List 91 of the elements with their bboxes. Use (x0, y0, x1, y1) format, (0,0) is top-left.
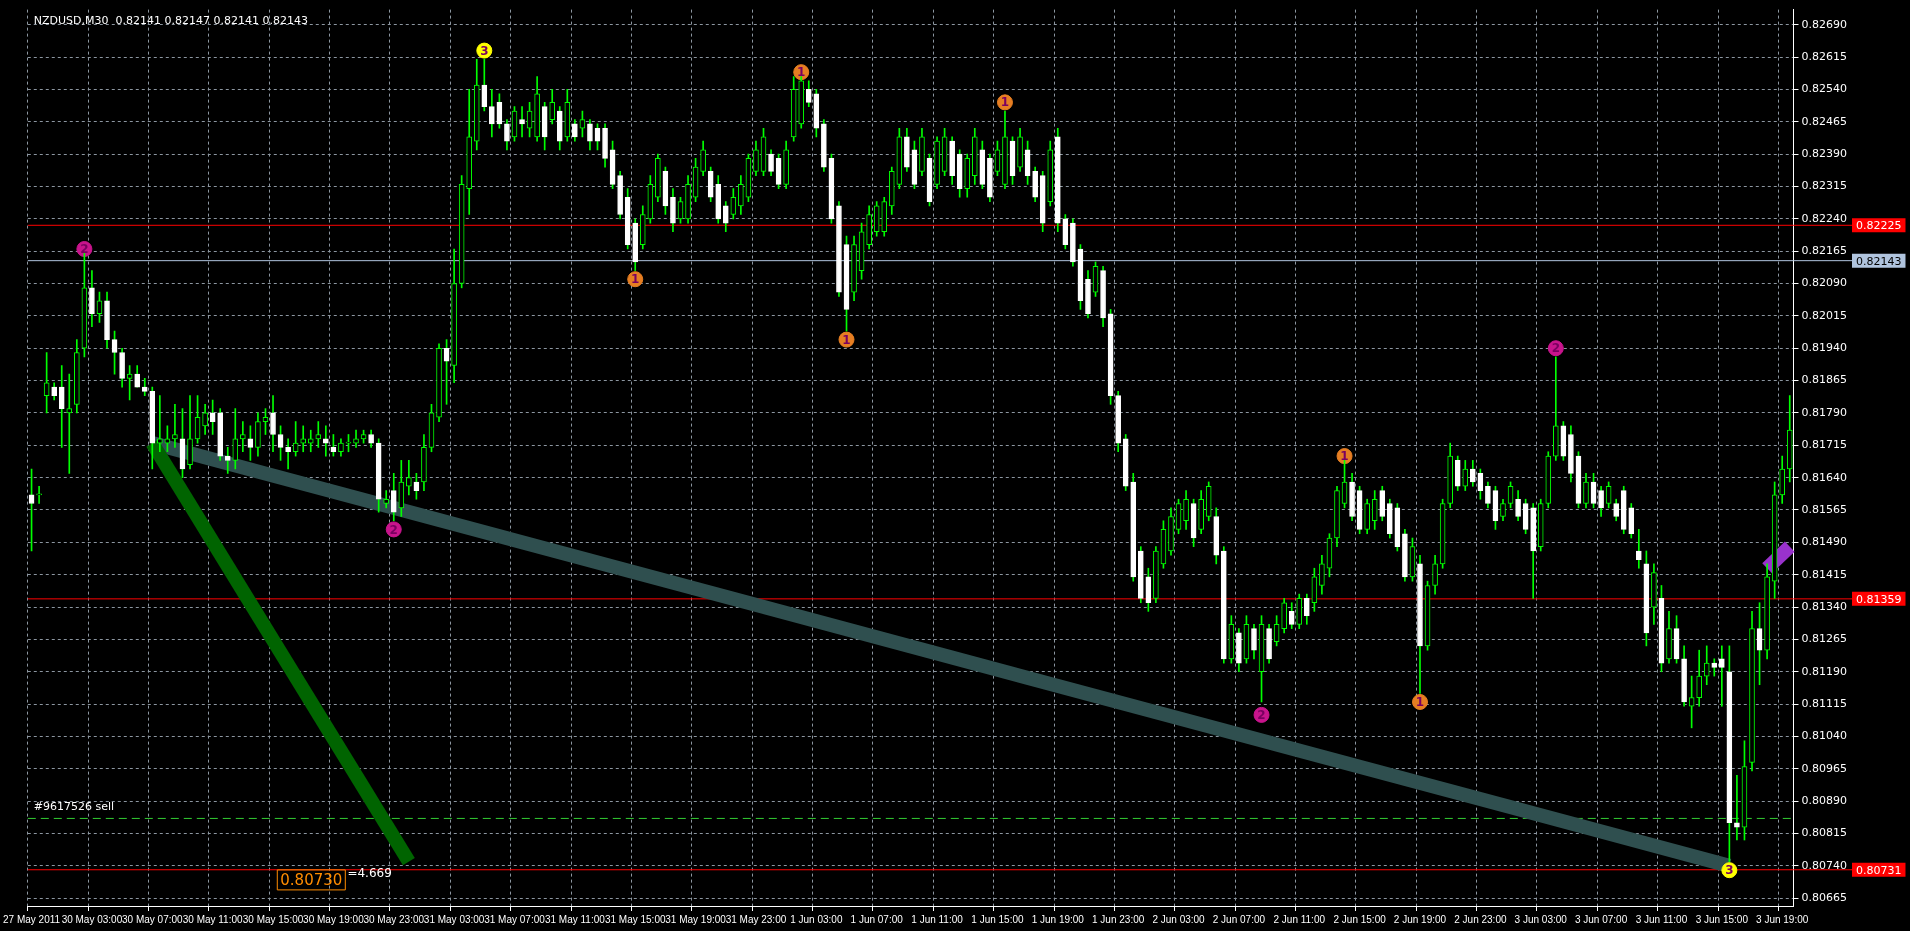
y-tick-label: 0.82690 (1801, 17, 1848, 31)
y-tick-label: 0.81340 (1801, 599, 1848, 613)
x-tick-label: 30 May 11:00 (182, 913, 244, 925)
candlestick (1734, 774, 1740, 841)
x-tick-label: 31 May 15:00 (604, 913, 666, 925)
series-label: 3 (480, 43, 489, 58)
y-tick-label: 0.81115 (1801, 696, 1848, 710)
y-tick-label: 0.80740 (1801, 858, 1848, 872)
y-tick-label: 0.81565 (1801, 502, 1848, 516)
text: 2 (1551, 341, 1560, 356)
x-tick-label: 30 May 15:00 (242, 913, 304, 925)
candlestick (224, 447, 231, 474)
text: 1 (797, 65, 806, 80)
y-tick-label: 0.81790 (1801, 405, 1848, 419)
text: 2 (1257, 708, 1266, 723)
candlestick (66, 373, 73, 474)
y-tick-label: 0.81040 (1801, 729, 1848, 743)
candlestick (240, 421, 246, 453)
annotation: =4.669 (347, 865, 392, 880)
y-tick-label: 0.80815 (1801, 826, 1848, 840)
candlestick (315, 421, 322, 448)
y-tick-label: 0.81190 (1801, 664, 1848, 678)
x-tick-label: 31 May 07:00 (484, 913, 546, 925)
x-tick-label: 3 Jun 15:00 (1695, 913, 1749, 925)
x-tick-label: 2 Jun 11:00 (1273, 913, 1326, 925)
candlestick (36, 485, 42, 504)
chart-title: NZDUSD,M30 0.82141 0.82147 0.82141 0.82143 (33, 13, 308, 27)
y-tick-label: 0.82165 (1801, 244, 1848, 258)
x-tick-label: 30 May 07:00 (121, 913, 184, 925)
candlestick (519, 106, 525, 138)
x-tick-label: 31 May 03:00 (423, 913, 485, 925)
x-tick-label: 1 Jun 19:00 (1031, 913, 1085, 925)
text: 2 (389, 522, 398, 537)
x-tick-label: 3 Jun 07:00 (1574, 913, 1628, 925)
text: 1 (1000, 95, 1010, 110)
candlestick (323, 425, 329, 457)
x-tick-label: 1 Jun 07:00 (850, 913, 904, 925)
y-tick-label: 0.81940 (1801, 341, 1848, 355)
x-tick-label: 3 Jun 19:00 (1756, 913, 1809, 925)
candlestick (307, 429, 314, 453)
y-tick-label: 0.81715 (1801, 438, 1848, 452)
y-tick-label: 0.82615 (1801, 49, 1848, 63)
x-tick-label: 3 Jun 11:00 (1635, 913, 1688, 925)
y-tick-label: 0.82390 (1801, 146, 1848, 160)
candlestick (1635, 529, 1642, 569)
y-tick-label: 0.82465 (1801, 114, 1848, 128)
x-tick-label: 3 Jun 03:00 (1514, 913, 1568, 925)
annotation: 0.80730 (280, 870, 343, 889)
ref-line-label: 0.80731 (1856, 863, 1902, 877)
x-tick-label: 2 Jun 19:00 (1393, 913, 1447, 925)
x-tick-label: 30 May 03:00 (61, 913, 123, 925)
x-tick-label: 1 Jun 03:00 (790, 913, 843, 925)
y-tick-label: 0.80965 (1801, 761, 1848, 775)
x-tick-label: 27 May 2011 (3, 913, 61, 925)
y-tick-label: 0.81265 (1801, 632, 1848, 646)
series-label: 1 (631, 272, 640, 287)
ref-line-label: 0.82143 (1856, 254, 1902, 268)
text: 1 (1340, 449, 1349, 464)
x-tick-label: 31 May 19:00 (665, 913, 727, 925)
y-tick-label: 0.81490 (1801, 535, 1848, 549)
series-label: 2 (80, 242, 89, 257)
candlestick (157, 395, 163, 453)
x-tick-label: 1 Jun 15:00 (971, 913, 1024, 925)
y-tick-label: 0.82540 (1801, 82, 1848, 96)
ref-line-label: 0.82225 (1856, 219, 1902, 233)
x-tick-label: 31 May 11:00 (544, 913, 606, 925)
y-tick-label: 0.81865 (1801, 373, 1848, 387)
ref-line-label: #9617526 sell (33, 799, 115, 813)
candlestick (172, 403, 178, 448)
ref-line-label: 0.81359 (1856, 592, 1902, 606)
y-tick-label: 0.80665 (1801, 891, 1848, 905)
text: 3 (1725, 863, 1734, 878)
y-tick-label: 0.82315 (1801, 179, 1848, 193)
y-tick-label: 0.82090 (1801, 276, 1848, 290)
text: 1 (1415, 695, 1425, 710)
x-tick-label: 2 Jun 03:00 (1152, 913, 1206, 925)
y-tick-label: 0.81415 (1801, 567, 1848, 581)
x-tick-label: 2 Jun 23:00 (1454, 913, 1507, 925)
x-tick-label: 2 Jun 07:00 (1212, 913, 1266, 925)
candlestick (1719, 645, 1725, 707)
x-tick-label: 1 Jun 11:00 (911, 913, 964, 925)
x-tick-label: 1 Jun 23:00 (1092, 913, 1145, 925)
candlestick (285, 438, 291, 470)
y-tick-label: 0.81640 (1801, 470, 1848, 484)
y-tick-label: 0.82240 (1801, 211, 1848, 225)
y-tick-label: 0.80890 (1801, 794, 1848, 808)
x-tick-label: 2 Jun 15:00 (1333, 913, 1387, 925)
y-tick-label: 0.82015 (1801, 308, 1848, 322)
candlestick (300, 425, 307, 453)
text: 1 (842, 332, 851, 347)
x-tick-label: 31 May 23:00 (725, 913, 787, 925)
